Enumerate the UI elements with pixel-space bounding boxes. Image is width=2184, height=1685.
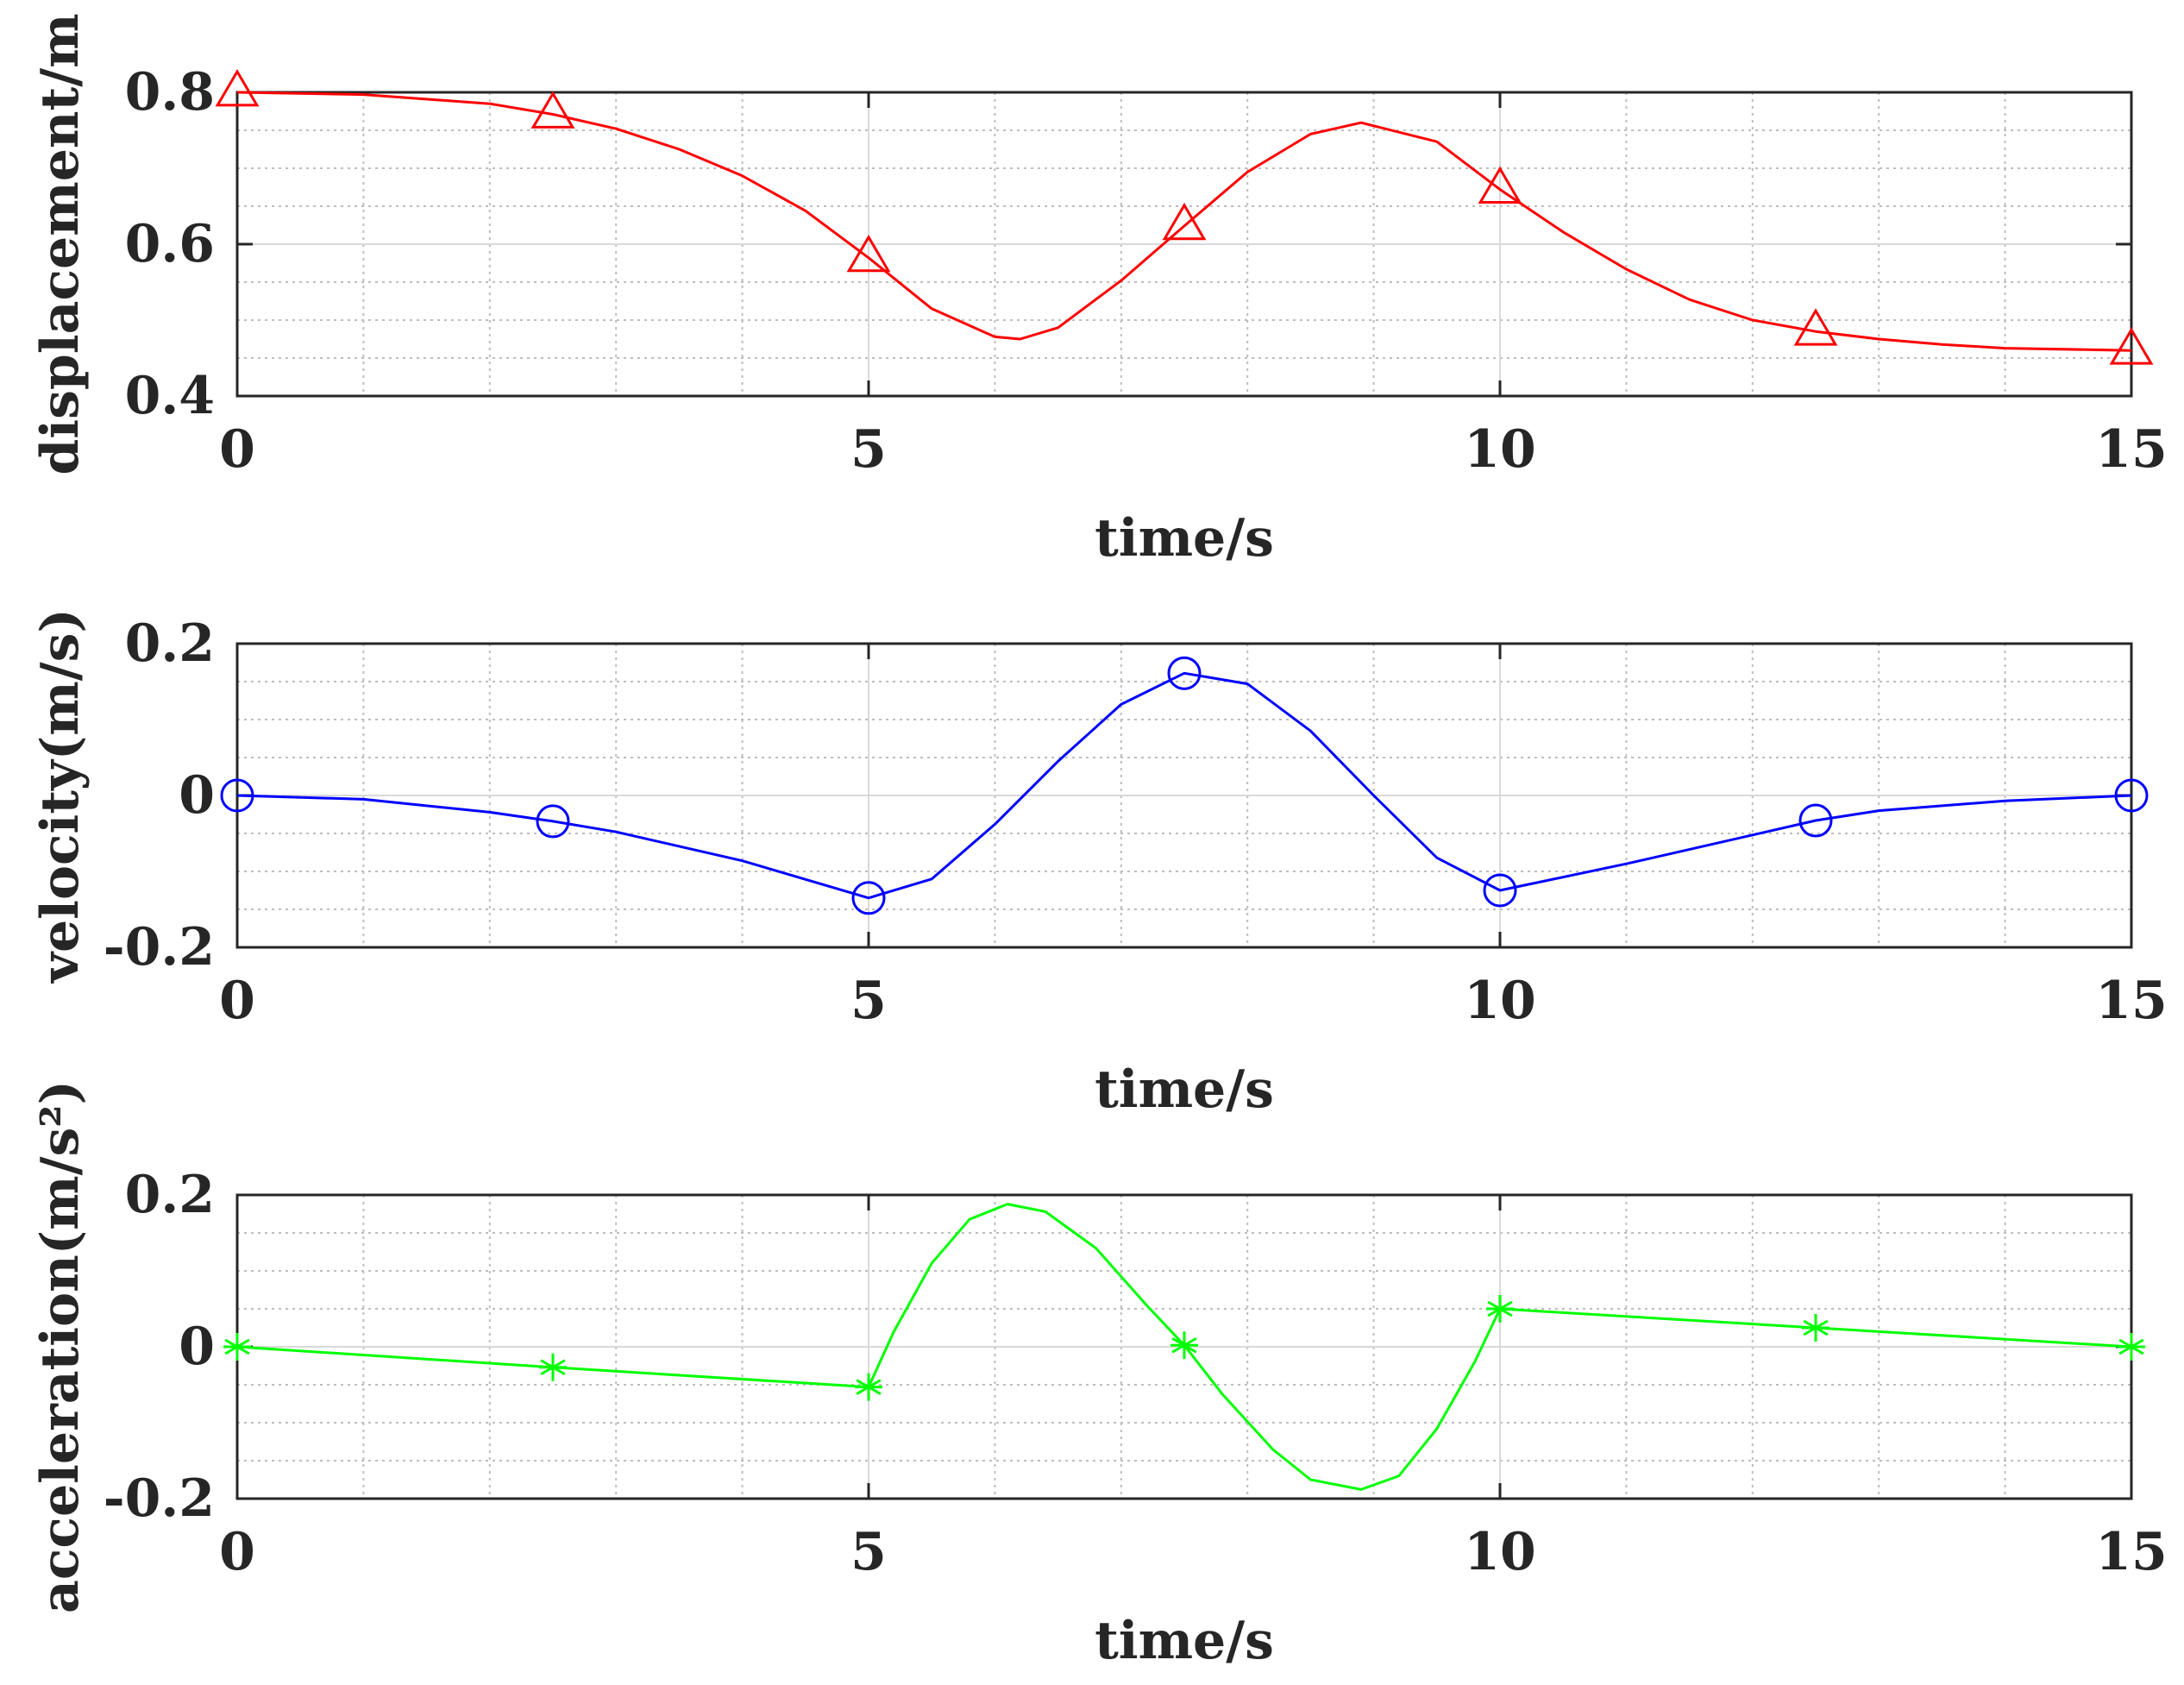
data-point [855, 1373, 882, 1401]
y-tick-label: 0 [179, 765, 215, 826]
x-tick-label: 5 [850, 419, 887, 480]
y-tick-label: 0.8 [125, 62, 215, 123]
x-tick-label: 5 [850, 1522, 887, 1582]
x-tick-label: 10 [1464, 1522, 1536, 1582]
y-tick-label: 0.2 [125, 613, 215, 674]
data-point [1170, 1331, 1198, 1360]
data-point [1478, 166, 1522, 204]
y-tick-label: -0.2 [104, 917, 215, 978]
x-tick-label: 0 [219, 419, 255, 480]
x-tick-label: 15 [2095, 419, 2168, 480]
x-tick-label: 15 [2095, 971, 2168, 1031]
y-tick-label: 0.4 [125, 366, 215, 426]
x-axis-label: time/s [1095, 1611, 1274, 1671]
series-line [236, 671, 2132, 900]
displacement-plot: 0 5 10 15 0.4 0.6 0.8 time/s displacement/m [30, 13, 2168, 569]
data-point [1483, 873, 1517, 908]
data-point [1798, 803, 1833, 838]
x-tick-label: 0 [219, 1522, 255, 1582]
data-point [2118, 1333, 2145, 1361]
grid [237, 644, 2131, 947]
y-axis-label: displacement/m [30, 13, 91, 475]
data-point [851, 881, 886, 915]
x-axis-label: time/s [1095, 1059, 1274, 1120]
data-point [536, 804, 570, 839]
data-point [539, 1353, 567, 1381]
x-tick-label: 0 [219, 971, 255, 1031]
y-tick-label: 0 [179, 1317, 215, 1377]
data-point [530, 91, 575, 129]
data-point [2109, 327, 2154, 365]
data-point [223, 1333, 251, 1361]
data-point [2114, 778, 2149, 813]
y-tick-label: -0.2 [104, 1468, 215, 1529]
data-point [846, 234, 891, 273]
grid [237, 92, 2131, 396]
data-point [220, 778, 254, 813]
data-point [1162, 202, 1207, 241]
y-tick-label: 0.6 [125, 214, 215, 274]
series-line [236, 91, 2132, 352]
y-axis-label: velocity(m/s) [30, 608, 91, 984]
x-tick-label: 10 [1464, 419, 1536, 480]
data-point [1793, 308, 1838, 346]
data-point [1167, 656, 1202, 690]
x-axis-label: time/s [1095, 508, 1274, 569]
y-axis-label: acceleration(m/s²) [30, 1080, 91, 1613]
data-point [1802, 1314, 1829, 1342]
x-tick-label: 5 [850, 971, 887, 1031]
x-tick-label: 10 [1464, 971, 1536, 1031]
data-point [215, 69, 260, 107]
data-point [1486, 1295, 1514, 1323]
x-tick-label: 15 [2095, 1522, 2168, 1582]
y-tick-label: 0.2 [125, 1165, 215, 1225]
